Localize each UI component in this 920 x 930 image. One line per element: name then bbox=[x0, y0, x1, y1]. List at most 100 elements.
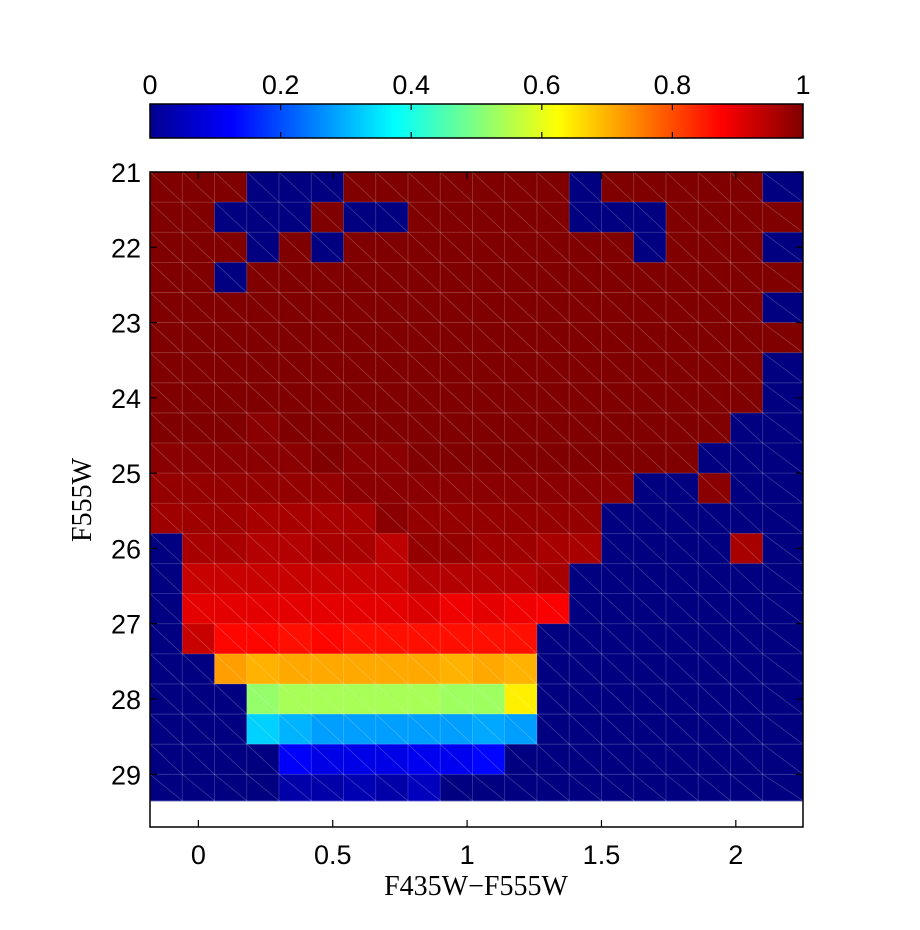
mesh-diagonal bbox=[181, 800, 215, 827]
heatmap-cell bbox=[214, 172, 248, 203]
colorbar-tick-label: 0.2 bbox=[262, 70, 300, 100]
mesh-diagonal bbox=[181, 653, 215, 685]
mesh-diagonal bbox=[633, 412, 667, 444]
mesh-diagonal bbox=[633, 623, 667, 655]
mesh-diagonal bbox=[601, 262, 634, 293]
heatmap-cell bbox=[375, 533, 409, 565]
mesh-diagonal bbox=[375, 352, 409, 384]
heatmap-cell bbox=[407, 533, 441, 565]
heatmap-cell bbox=[440, 262, 474, 294]
heatmap-cell bbox=[601, 172, 635, 203]
heatmap-cell bbox=[569, 683, 603, 715]
heatmap-cell bbox=[343, 322, 377, 354]
mesh-diagonal bbox=[246, 201, 280, 233]
heatmap-cell bbox=[407, 352, 441, 384]
mesh-diagonal bbox=[504, 172, 538, 203]
heatmap-cell bbox=[504, 473, 538, 504]
heatmap-cell bbox=[440, 593, 474, 625]
heatmap-cell bbox=[246, 653, 280, 685]
heatmap-cell bbox=[407, 412, 441, 444]
heatmap-cell bbox=[504, 744, 538, 775]
mesh-diagonal bbox=[536, 713, 570, 745]
heatmap-cell bbox=[536, 382, 570, 414]
mesh-diagonal bbox=[310, 262, 344, 293]
heatmap-cell bbox=[536, 683, 570, 715]
heatmap-cell bbox=[375, 683, 409, 715]
mesh-diagonal bbox=[375, 442, 409, 474]
mesh-diagonal bbox=[762, 743, 803, 775]
heatmap-cell bbox=[730, 473, 764, 504]
heatmap-cell bbox=[150, 593, 183, 625]
heatmap-cell bbox=[343, 563, 377, 595]
heatmap-cell bbox=[214, 352, 248, 384]
heatmap-cell bbox=[762, 322, 803, 354]
heatmap-cell bbox=[246, 473, 280, 504]
mesh-diagonal bbox=[762, 533, 803, 564]
heatmap-cell bbox=[246, 563, 280, 595]
mesh-diagonal bbox=[375, 653, 409, 685]
mesh-diagonal bbox=[472, 773, 505, 801]
heatmap-cell bbox=[504, 232, 538, 263]
heatmap-cell bbox=[440, 623, 474, 655]
colorbar-frame bbox=[149, 103, 804, 139]
cell-mesh bbox=[150, 172, 803, 827]
mesh-diagonal bbox=[407, 201, 441, 233]
heatmap-cell bbox=[375, 503, 409, 534]
mesh-diagonal bbox=[181, 713, 215, 745]
heatmap-cell bbox=[698, 563, 732, 595]
heatmap-cell bbox=[375, 563, 409, 595]
heatmap-cell bbox=[278, 473, 312, 504]
mesh-diagonal bbox=[633, 352, 667, 384]
mesh-diagonal bbox=[375, 773, 409, 801]
mesh-diagonal bbox=[246, 382, 280, 414]
mesh-diagonal bbox=[214, 292, 248, 323]
mesh-diagonal bbox=[343, 442, 377, 474]
mesh-diagonal bbox=[568, 262, 602, 293]
mesh-diagonal bbox=[536, 623, 570, 655]
mesh-diagonal bbox=[601, 322, 634, 353]
heatmap-cell bbox=[633, 292, 667, 324]
mesh-diagonal bbox=[407, 412, 441, 444]
mesh-diagonal bbox=[730, 352, 763, 384]
heatmap-cell bbox=[440, 202, 474, 233]
mesh-diagonal bbox=[536, 472, 570, 504]
heatmap-cell bbox=[730, 533, 764, 565]
heatmap-cell bbox=[536, 744, 570, 775]
mesh-diagonal bbox=[246, 442, 280, 474]
mesh-diagonal bbox=[568, 713, 602, 745]
mesh-diagonal bbox=[665, 292, 699, 323]
mesh-diagonal bbox=[665, 713, 699, 745]
heatmap-cell bbox=[633, 412, 667, 444]
mesh-diagonal bbox=[504, 201, 538, 233]
heatmap-cell bbox=[472, 683, 506, 715]
mesh-diagonal bbox=[246, 563, 280, 594]
heatmap-cell bbox=[504, 774, 538, 802]
mesh-diagonal bbox=[375, 800, 409, 827]
heatmap-cell bbox=[278, 412, 312, 444]
heatmap-cell bbox=[214, 412, 248, 444]
heatmap-cell bbox=[407, 292, 441, 324]
heatmap-cell bbox=[698, 232, 732, 263]
mesh-diagonal bbox=[536, 593, 570, 625]
heatmap-cell bbox=[407, 744, 441, 775]
mesh-diagonal bbox=[214, 322, 248, 353]
mesh-diagonal bbox=[343, 623, 377, 655]
heatmap-cell bbox=[698, 172, 732, 203]
mesh-diagonal bbox=[762, 800, 803, 827]
mesh-diagonal bbox=[246, 231, 280, 263]
heatmap-cell bbox=[762, 352, 803, 384]
heatmap-cell bbox=[375, 322, 409, 354]
mesh-diagonal bbox=[439, 292, 473, 323]
mesh-diagonal bbox=[730, 653, 763, 685]
mesh-diagonal bbox=[697, 773, 731, 801]
mesh-diagonal bbox=[472, 262, 505, 293]
heatmap-cell bbox=[440, 503, 474, 534]
mesh-diagonal bbox=[536, 743, 570, 775]
mesh-diagonal bbox=[278, 653, 312, 685]
mesh-diagonal bbox=[601, 172, 634, 203]
mesh-diagonal bbox=[633, 800, 667, 827]
heatmap-cell bbox=[569, 774, 603, 802]
heatmap-cell bbox=[665, 744, 699, 775]
mesh-diagonal bbox=[665, 322, 699, 353]
mesh-diagonal bbox=[310, 653, 344, 685]
